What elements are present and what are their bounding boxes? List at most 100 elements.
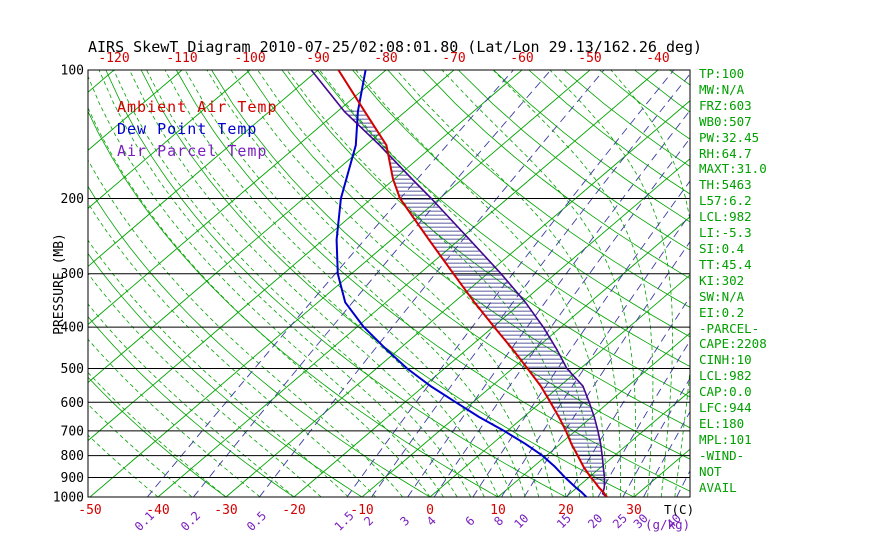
- svg-text:6: 6: [463, 514, 478, 529]
- moist-adiabat: [257, 70, 567, 497]
- curve-ambient: [337, 70, 608, 497]
- stat-line-18: CINH:10: [699, 352, 752, 368]
- stat-line-0: TP:100: [699, 66, 745, 81]
- svg-text:T(C): T(C): [664, 502, 694, 517]
- moist-adiabat: [396, 70, 621, 497]
- moist-adiabat: [549, 70, 673, 497]
- svg-text:300: 300: [61, 267, 84, 282]
- stat-line-7: TH:5463: [699, 177, 752, 193]
- stat-line-1: MW:N/A: [699, 81, 745, 97]
- dry-adiabat: [88, 316, 295, 497]
- isotherm: [0, 70, 46, 497]
- dry-adiabat: [105, 70, 567, 497]
- stat-line-2: FRZ:603: [699, 97, 752, 113]
- sounding-curves: [310, 70, 608, 497]
- svg-text:-40: -40: [646, 51, 669, 66]
- dry-adiabat: [88, 376, 227, 497]
- pressure-lines: [87, 69, 691, 498]
- stat-line-20: CAP:0.0: [699, 384, 752, 400]
- svg-text:3: 3: [397, 514, 412, 529]
- stat-line-12: TT:45.4: [699, 256, 752, 272]
- moist-adiabat: [610, 70, 690, 497]
- mixing-ratio-line: [433, 137, 690, 497]
- stat-line-23: MPL:101: [699, 431, 752, 447]
- sounding-indices-panel: TP:100 MW:N/A FRZ:603 WB0:507 PW:32.45 RH:64.…: [699, 66, 767, 495]
- isotherm: [565, 390, 690, 497]
- mixing-ratio-line: [501, 213, 690, 497]
- dry-adiabat: [352, 70, 690, 338]
- svg-text:30: 30: [626, 503, 642, 518]
- svg-text:-40: -40: [146, 503, 169, 518]
- stat-line-22: EL:180: [699, 415, 745, 431]
- stat-line-26: AVAIL: [699, 479, 737, 495]
- isotherm: [429, 274, 690, 497]
- svg-text:-50: -50: [78, 503, 101, 518]
- svg-text:400: 400: [61, 321, 84, 336]
- moist-adiabat: [129, 70, 485, 497]
- svg-text:200: 200: [61, 192, 84, 207]
- stat-line-16: -PARCEL-: [699, 320, 760, 336]
- svg-text:0: 0: [426, 503, 434, 518]
- curve-dewpoint: [335, 70, 588, 497]
- pressure-axis-label: PRESSURE (MB): [52, 233, 67, 335]
- svg-text:-10: -10: [350, 503, 373, 518]
- plot-border: [87, 69, 691, 498]
- moist-adiabat: [184, 70, 526, 497]
- svg-text:(g/kg): (g/kg): [645, 517, 690, 532]
- mixing-ratio-line: [193, 70, 552, 497]
- legend-air-parcel-temp: Air Parcel Temp: [117, 142, 268, 160]
- moist-adiabat: [88, 272, 322, 497]
- svg-text:-90: -90: [306, 51, 329, 66]
- axis-labels: 0.1 0.2 0.5 1.5 2 3 4 6 8 10 15 20 25 30 4010020030040…: [53, 51, 694, 534]
- svg-text:10: 10: [511, 511, 531, 531]
- stat-line-13: KI:302: [699, 272, 745, 288]
- grid-lines: [0, 70, 690, 497]
- svg-text:-20: -20: [282, 503, 305, 518]
- stat-line-25: NOT: [699, 463, 722, 479]
- moist-adiabat: [88, 75, 444, 497]
- isotherm: [293, 158, 690, 497]
- isotherm: [88, 70, 319, 268]
- svg-text:700: 700: [61, 424, 84, 439]
- stat-line-14: SW:N/A: [699, 288, 745, 304]
- isotherm: [88, 70, 455, 384]
- moist-adiabat: [88, 107, 431, 497]
- dry-adiabat: [88, 252, 363, 497]
- stat-line-6: MAXT:31.0: [699, 161, 767, 177]
- moist-adiabat: [98, 70, 458, 497]
- dry-adiabat: [175, 70, 690, 492]
- moist-adiabat: [146, 70, 499, 497]
- svg-text:-120: -120: [98, 51, 129, 66]
- stat-line-5: RH:64.7: [699, 145, 752, 161]
- moist-adiabat: [230, 70, 553, 497]
- dry-adiabat: [387, 70, 690, 308]
- dry-adiabat: [88, 110, 499, 497]
- moist-adiabat: [286, 70, 580, 497]
- isotherm: [88, 70, 183, 151]
- moist-adiabat: [88, 338, 261, 497]
- dry-adiabat: [493, 70, 690, 223]
- moist-adiabat: [113, 70, 472, 497]
- isotherm: [497, 332, 690, 497]
- isotherm: [88, 70, 387, 326]
- moist-adiabat: [88, 303, 295, 497]
- stat-line-21: LFC:944: [699, 400, 752, 416]
- stat-line-10: LI:-5.3: [699, 225, 752, 241]
- mixing-ratio-line: [407, 109, 690, 497]
- moist-adiabat: [492, 70, 654, 497]
- dry-adiabat: [211, 70, 690, 460]
- stat-line-24: -WIND-: [699, 447, 745, 463]
- stat-line-15: EI:0.2: [699, 304, 745, 320]
- cape-hatch-area: [344, 110, 605, 484]
- svg-text:-80: -80: [374, 51, 397, 66]
- moist-adiabat: [88, 159, 404, 497]
- svg-text:10: 10: [490, 503, 506, 518]
- moist-adiabat: [88, 239, 349, 497]
- stat-line-17: CAPE:2208: [699, 336, 767, 352]
- svg-text:-100: -100: [234, 51, 265, 66]
- mixing-ratio-line: [523, 240, 690, 497]
- svg-text:800: 800: [61, 449, 84, 464]
- svg-text:0.2: 0.2: [178, 509, 203, 534]
- svg-text:1000: 1000: [53, 491, 84, 506]
- dry-adiabat: [88, 185, 431, 497]
